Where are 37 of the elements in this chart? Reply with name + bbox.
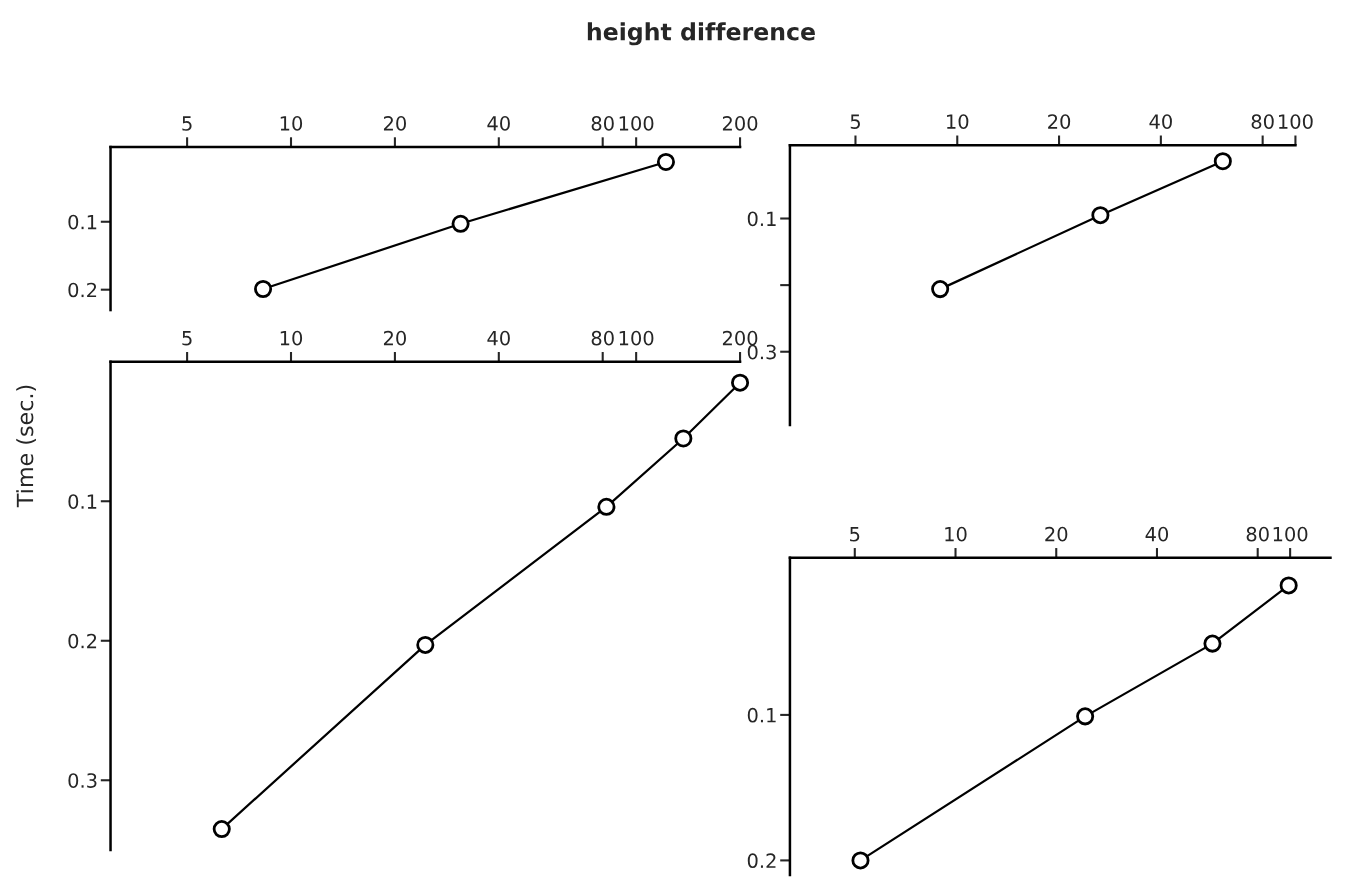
- x-tick-label: 80: [1246, 526, 1269, 542]
- x-tick-label: 100: [1279, 114, 1313, 129]
- x-tick-label: 10: [280, 330, 303, 346]
- y-tick-label: 0.3: [747, 344, 776, 360]
- x-tick-label: 100: [1273, 526, 1308, 542]
- x-tick-label: 20: [383, 330, 406, 346]
- x-tick-label: 100: [619, 116, 654, 131]
- y-tick-label: 0.2: [747, 853, 776, 869]
- x-tick-label: 40: [487, 330, 510, 346]
- x-tick-label: 100: [619, 330, 654, 346]
- x-tick-label: 20: [1048, 114, 1071, 129]
- y-tick-label: 0.1: [747, 211, 776, 227]
- x-tick-label: 80: [1251, 114, 1274, 129]
- y-tick-label: 0.1: [68, 494, 97, 509]
- x-tick-label: 80: [591, 330, 614, 346]
- x-tick-label: 5: [850, 527, 860, 542]
- x-tick-label: 40: [487, 116, 510, 131]
- y-tick-label: 0.1: [68, 214, 97, 230]
- y-tick-label: 0.2: [68, 282, 97, 298]
- x-tick-label: 200: [722, 330, 758, 346]
- x-tick-label: 5: [850, 114, 860, 129]
- chart-title: height difference: [587, 22, 815, 46]
- x-tick-label: 20: [383, 116, 406, 131]
- x-tick-label: 10: [947, 114, 969, 129]
- y-tick-label: 0.2: [68, 633, 97, 649]
- x-tick-label: 10: [280, 116, 303, 131]
- y-tick-label: 0.3: [68, 773, 97, 788]
- x-tick-label: 20: [1045, 526, 1068, 542]
- y-axis-title: Time (sec.): [16, 385, 36, 508]
- x-tick-label: 200: [722, 116, 758, 131]
- x-tick-label: 10: [945, 526, 967, 542]
- x-tick-label: 40: [1149, 114, 1172, 129]
- x-tick-label: 5: [182, 116, 192, 131]
- x-tick-label: 40: [1145, 526, 1169, 542]
- x-tick-label: 80: [591, 116, 614, 131]
- x-tick-label: 5: [182, 331, 192, 346]
- y-tick-label: 0.1: [747, 707, 776, 723]
